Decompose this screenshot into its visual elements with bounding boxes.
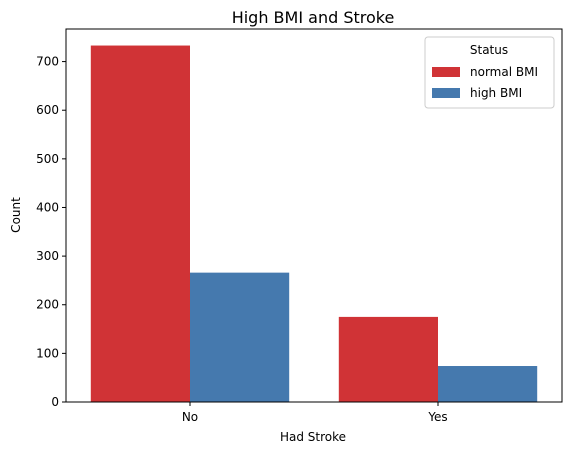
y-tick-label: 200 bbox=[36, 298, 59, 312]
y-tick-label: 0 bbox=[51, 395, 59, 409]
x-axis: No Yes bbox=[182, 402, 448, 424]
plot-frame bbox=[65, 28, 563, 403]
bar-normal-bmi-yes bbox=[338, 316, 438, 402]
y-tick-label: 100 bbox=[36, 346, 59, 360]
bar-high-bmi-no bbox=[190, 272, 290, 402]
legend-swatch bbox=[432, 88, 460, 98]
y-tick-label: 300 bbox=[36, 249, 59, 263]
legend-items: normal BMI high BMI bbox=[432, 65, 538, 100]
y-tick-label: 700 bbox=[36, 55, 59, 69]
bar-high-bmi-yes bbox=[438, 366, 538, 402]
y-tick-label: 500 bbox=[36, 152, 59, 166]
y-axis-label: Count bbox=[9, 197, 23, 233]
x-tick-label: No bbox=[182, 410, 198, 424]
y-tick-label: 600 bbox=[36, 103, 59, 117]
bars bbox=[90, 45, 538, 403]
plot-area bbox=[65, 28, 563, 403]
bar-normal-bmi-no bbox=[90, 45, 190, 403]
legend-title: Status bbox=[470, 43, 508, 57]
x-tick-label: Yes bbox=[427, 410, 447, 424]
y-tick-label: 400 bbox=[36, 200, 59, 214]
legend-label: high BMI bbox=[470, 86, 522, 100]
legend-swatch bbox=[432, 67, 460, 77]
x-axis-label: Had Stroke bbox=[280, 430, 346, 444]
legend: Status normal BMI high BMI bbox=[424, 36, 555, 109]
legend-label: normal BMI bbox=[470, 65, 538, 79]
y-axis: 0 100 200 300 400 500 600 700 bbox=[36, 55, 66, 409]
chart-title: High BMI and Stroke bbox=[232, 8, 395, 27]
